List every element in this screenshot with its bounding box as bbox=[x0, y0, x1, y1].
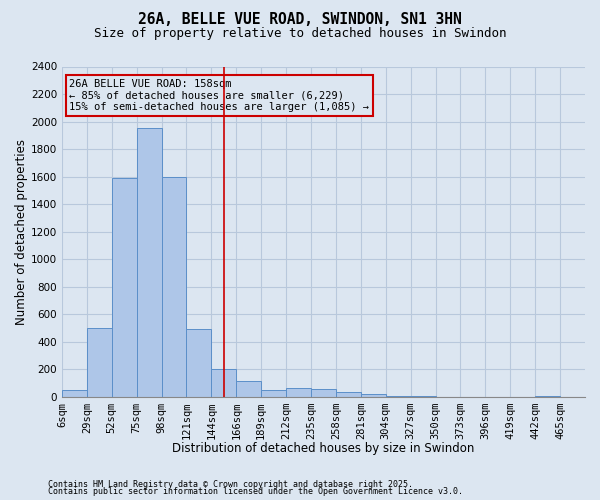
Bar bbox=[187, 330, 211, 397]
Text: Size of property relative to detached houses in Swindon: Size of property relative to detached ho… bbox=[94, 28, 506, 40]
Bar bbox=[386, 396, 410, 397]
Text: Contains HM Land Registry data © Crown copyright and database right 2025.: Contains HM Land Registry data © Crown c… bbox=[48, 480, 413, 489]
Bar bbox=[62, 390, 87, 397]
Bar bbox=[211, 370, 236, 397]
Bar bbox=[112, 178, 137, 397]
Text: 26A BELLE VUE ROAD: 158sqm
← 85% of detached houses are smaller (6,229)
15% of s: 26A BELLE VUE ROAD: 158sqm ← 85% of deta… bbox=[70, 79, 370, 112]
Bar bbox=[261, 390, 286, 397]
Bar bbox=[410, 396, 436, 397]
Bar bbox=[336, 392, 361, 397]
Bar bbox=[535, 396, 560, 397]
Bar bbox=[236, 381, 261, 397]
Bar bbox=[137, 128, 161, 397]
Bar bbox=[87, 328, 112, 397]
Bar bbox=[361, 394, 386, 397]
Text: Contains public sector information licensed under the Open Government Licence v3: Contains public sector information licen… bbox=[48, 488, 463, 496]
Text: 26A, BELLE VUE ROAD, SWINDON, SN1 3HN: 26A, BELLE VUE ROAD, SWINDON, SN1 3HN bbox=[138, 12, 462, 28]
X-axis label: Distribution of detached houses by size in Swindon: Distribution of detached houses by size … bbox=[172, 442, 475, 455]
Bar bbox=[311, 390, 336, 397]
Y-axis label: Number of detached properties: Number of detached properties bbox=[15, 138, 28, 324]
Bar bbox=[161, 176, 187, 397]
Bar bbox=[286, 388, 311, 397]
